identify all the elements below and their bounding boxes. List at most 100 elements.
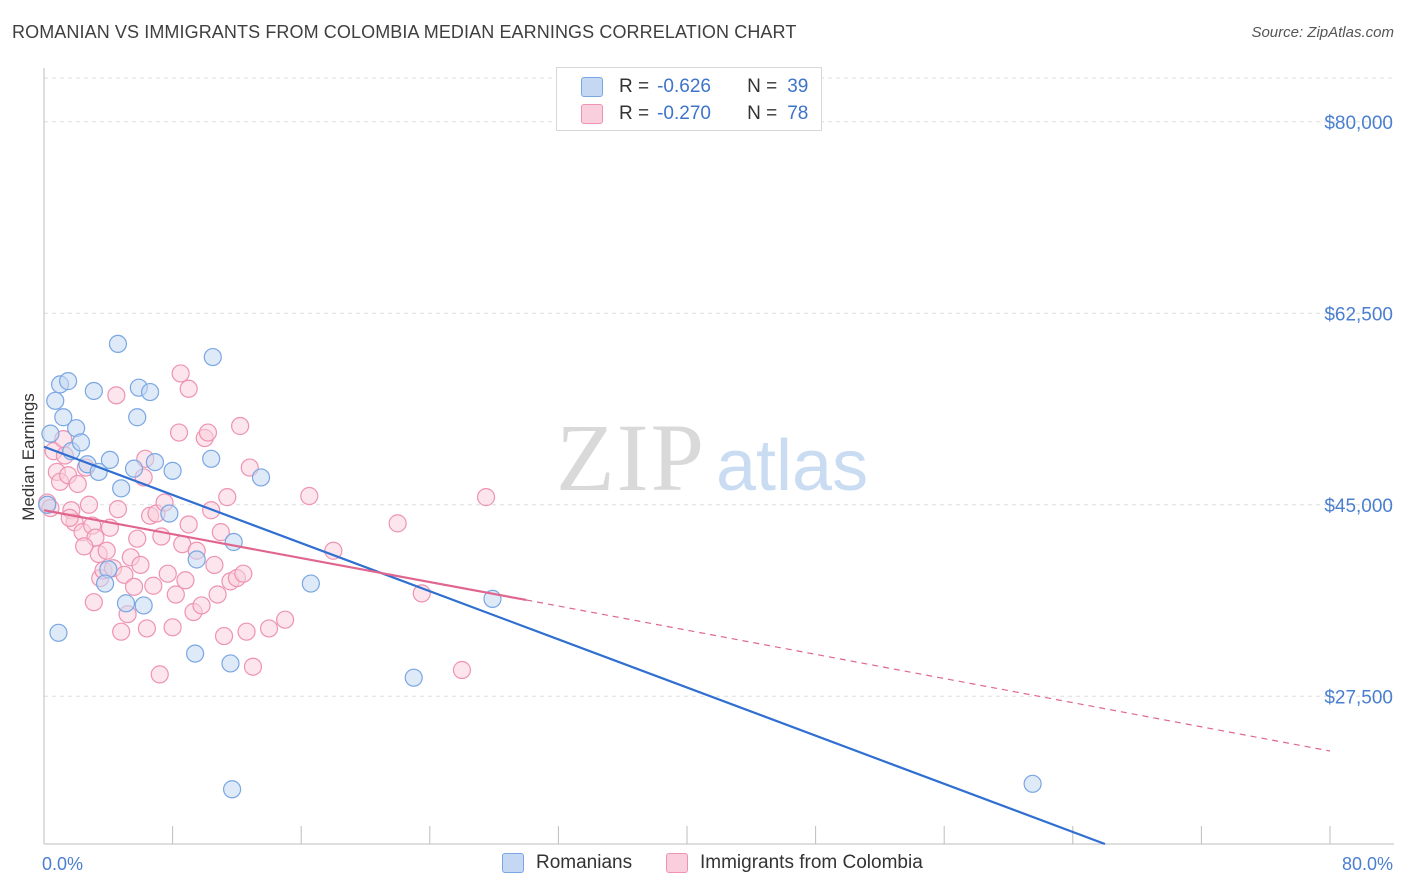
colombia-point bbox=[128, 529, 147, 548]
colombia-point bbox=[169, 423, 189, 442]
source-label: Source: ZipAtlas.com bbox=[1251, 24, 1394, 41]
colombia-point bbox=[97, 541, 116, 560]
romanians-point bbox=[134, 596, 153, 615]
colombia-point bbox=[452, 660, 472, 680]
legend-n-value: 39 bbox=[787, 76, 809, 97]
gridlines bbox=[44, 77, 1394, 697]
tick-labels: $27,500 $45,000 $62,500 $80,000 0.0% 80.0% bbox=[42, 113, 1393, 874]
colombia-point bbox=[150, 665, 169, 684]
colombia-point bbox=[158, 564, 177, 583]
legend-r-label: R = bbox=[619, 76, 650, 97]
romanians-point bbox=[186, 644, 205, 663]
colombia-point bbox=[208, 585, 227, 604]
colombia-point bbox=[60, 508, 79, 528]
legend-r-value: -0.270 bbox=[657, 103, 711, 124]
romanians-swatch bbox=[502, 853, 524, 873]
watermark: ZIP atlas bbox=[556, 404, 868, 511]
colombia-point bbox=[115, 565, 134, 584]
romanians-point bbox=[301, 574, 320, 593]
y-tick-label: $45,000 bbox=[1324, 496, 1393, 517]
romanians-point bbox=[1023, 774, 1042, 793]
correlation-legend: R = -0.626 N = 39 R = -0.270 N = 78 bbox=[556, 67, 822, 131]
romanians-point bbox=[202, 449, 221, 468]
y-tick-label: $80,000 bbox=[1324, 113, 1393, 134]
legend-item-colombia: Immigrants from Colombia bbox=[666, 852, 923, 874]
axes bbox=[43, 68, 1394, 845]
romanians-point bbox=[41, 424, 60, 443]
romanians-point bbox=[116, 594, 136, 613]
colombia-point bbox=[79, 495, 99, 514]
chart-title: ROMANIAN VS IMMIGRANTS FROM COLOMBIA MED… bbox=[12, 22, 797, 42]
legend-n-label: N = bbox=[747, 103, 778, 124]
colombia-point bbox=[214, 626, 234, 646]
colombia-point bbox=[108, 500, 128, 519]
colombia-point bbox=[163, 618, 182, 637]
romanians-point bbox=[124, 459, 144, 478]
legend-row-colombia: R = -0.270 N = 78 bbox=[581, 103, 808, 125]
romanians-point bbox=[140, 382, 160, 402]
colombia-swatch bbox=[581, 104, 603, 124]
legend-r-value: -0.626 bbox=[657, 76, 711, 97]
legend-r-label: R = bbox=[619, 103, 650, 124]
series-legend: Romanians Immigrants from Colombia bbox=[0, 852, 1406, 876]
colombia-point bbox=[243, 657, 263, 676]
romanians-point bbox=[95, 574, 115, 593]
colombia-point bbox=[218, 488, 237, 507]
romanians-point bbox=[222, 780, 242, 799]
romanians-point bbox=[84, 381, 103, 401]
colombia-point bbox=[107, 386, 126, 405]
y-axis-label: Median Earnings bbox=[19, 393, 38, 521]
trend-lines bbox=[43, 445, 1331, 846]
colombia-point bbox=[205, 555, 224, 575]
colombia-point bbox=[276, 610, 295, 629]
colombia-point bbox=[137, 619, 156, 638]
colombia-point bbox=[112, 622, 131, 641]
colombia-point bbox=[237, 622, 256, 641]
romanians-point bbox=[224, 532, 243, 552]
romanians-point bbox=[163, 461, 182, 480]
legend-item-romanians: Romanians bbox=[502, 852, 632, 874]
colombia-point bbox=[75, 537, 94, 556]
colombia-point bbox=[198, 423, 218, 442]
romanians-swatch bbox=[581, 77, 603, 97]
romanians-point bbox=[251, 468, 271, 487]
romanians-point bbox=[187, 550, 206, 569]
romanians-point bbox=[221, 654, 240, 673]
colombia-point bbox=[234, 564, 253, 583]
romanians-point bbox=[160, 504, 179, 523]
romanians-point bbox=[71, 433, 91, 452]
colombia-point bbox=[179, 515, 198, 534]
colombia-point bbox=[476, 488, 496, 507]
colombia-swatch bbox=[666, 853, 688, 873]
colombia-point bbox=[300, 486, 319, 506]
romanians-point bbox=[128, 408, 147, 427]
colombia-point bbox=[84, 593, 103, 612]
watermark-zip: ZIP bbox=[556, 404, 706, 511]
x-tick-label: 0.0% bbox=[42, 854, 83, 874]
colombia-point bbox=[124, 577, 144, 596]
colombia-trend-line bbox=[43, 509, 527, 602]
colombia-point bbox=[211, 523, 230, 542]
romanians-point bbox=[38, 495, 57, 514]
romanians-point bbox=[46, 391, 65, 410]
romanians-point bbox=[145, 452, 165, 472]
legend-label-colombia: Immigrants from Colombia bbox=[700, 852, 923, 873]
romanians-point bbox=[203, 347, 222, 367]
legend-n-value: 78 bbox=[787, 103, 809, 124]
romanians-point bbox=[100, 450, 120, 470]
y-tick-label: $62,500 bbox=[1324, 304, 1393, 325]
romanians-trend-line bbox=[43, 445, 1106, 846]
romanians-point bbox=[404, 668, 423, 687]
colombia-point bbox=[68, 474, 87, 494]
colombia-point bbox=[131, 555, 150, 575]
colombia-trend-extension bbox=[526, 599, 1331, 752]
romanians-point bbox=[54, 408, 73, 427]
watermark-atlas: atlas bbox=[716, 426, 868, 506]
colombia-point bbox=[176, 571, 195, 590]
data-points bbox=[38, 334, 1042, 799]
romanians-point bbox=[49, 623, 68, 642]
colombia-point bbox=[259, 619, 279, 638]
colombia-point bbox=[144, 576, 163, 595]
y-tick-label: $27,500 bbox=[1324, 687, 1393, 708]
